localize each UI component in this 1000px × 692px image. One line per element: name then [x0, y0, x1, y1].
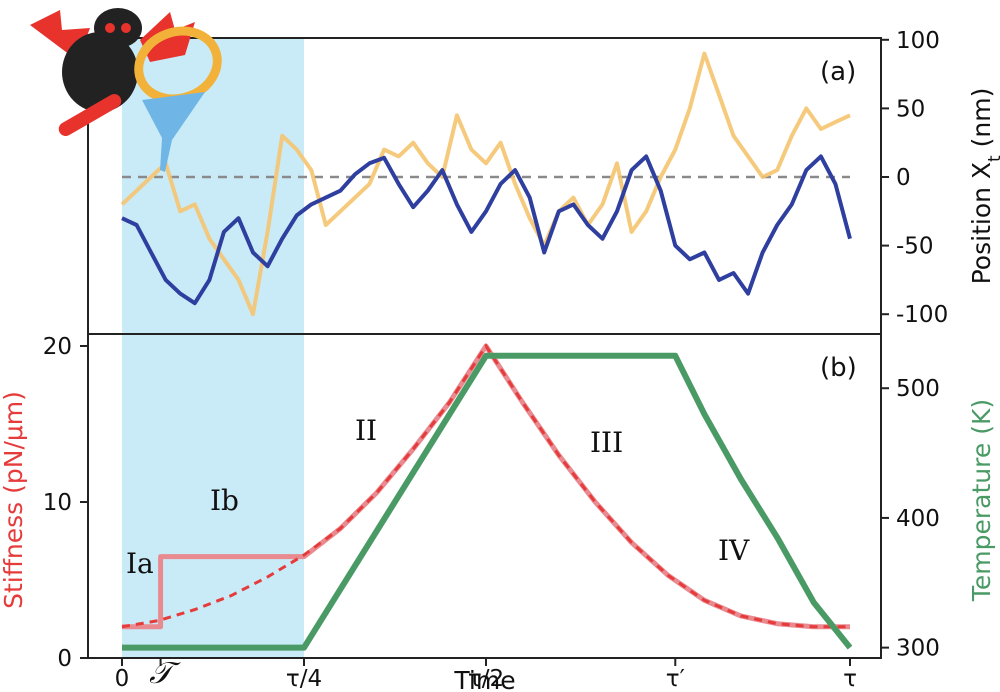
panel-b-label: (b) — [820, 353, 857, 383]
bat-head — [94, 8, 142, 48]
panel-a-label: (a) — [820, 57, 856, 87]
bat-eye — [105, 23, 115, 33]
x-tick-label: 0 — [115, 666, 130, 692]
stiffness-reference-line — [121, 343, 850, 629]
y-tick-label: 0 — [896, 165, 911, 191]
x-tick-label: τ — [843, 666, 857, 692]
temperature-line — [122, 352, 853, 651]
panel-b-frame — [87, 333, 882, 659]
x-tick-label: 𝒯 — [149, 656, 181, 691]
y2-tick-label: 400 — [896, 506, 940, 532]
y2-tick-label: 300 — [896, 636, 940, 662]
y-tick-label: 50 — [896, 96, 925, 122]
bat-eye — [121, 23, 131, 33]
x-tick-label: τ/2 — [468, 666, 504, 692]
position-trace-blue — [121, 154, 852, 306]
magnifier-handle — [58, 94, 122, 136]
stiffness-axis-label: Stiffness (pN/μm) — [0, 391, 28, 609]
time-axis-label: Time — [453, 666, 515, 692]
region-label-ia: Ia — [126, 547, 154, 580]
y-tick-label: 20 — [43, 334, 72, 360]
y-tick-label: 10 — [43, 490, 72, 516]
temperature-axis-label: Temperature (K) — [967, 399, 996, 602]
x-tick-label: τ/4 — [286, 666, 322, 692]
y-tick-label: -50 — [896, 234, 934, 260]
funnel-icon — [142, 92, 205, 172]
y-tick-label: -100 — [896, 302, 948, 328]
position-trace-orange — [120, 51, 851, 317]
bat-detective-logo — [30, 8, 222, 172]
region-label-ii: II — [355, 414, 377, 447]
region-label-iii: III — [590, 426, 623, 459]
y2-tick-label: 500 — [896, 376, 940, 402]
region-label-ib: Ib — [210, 484, 239, 517]
y-tick-label: 100 — [896, 28, 940, 54]
bat-body — [62, 32, 138, 112]
region-label-iv: IV — [718, 534, 750, 567]
position-axis-label: Position Xt (nm) — [967, 88, 1000, 285]
panel-a: (a) 100 50 0 -50 -100 Position Xt (nm) — [87, 28, 1000, 335]
x-tick-label: τ′ — [666, 666, 685, 692]
y-tick-label: 0 — [57, 646, 72, 672]
